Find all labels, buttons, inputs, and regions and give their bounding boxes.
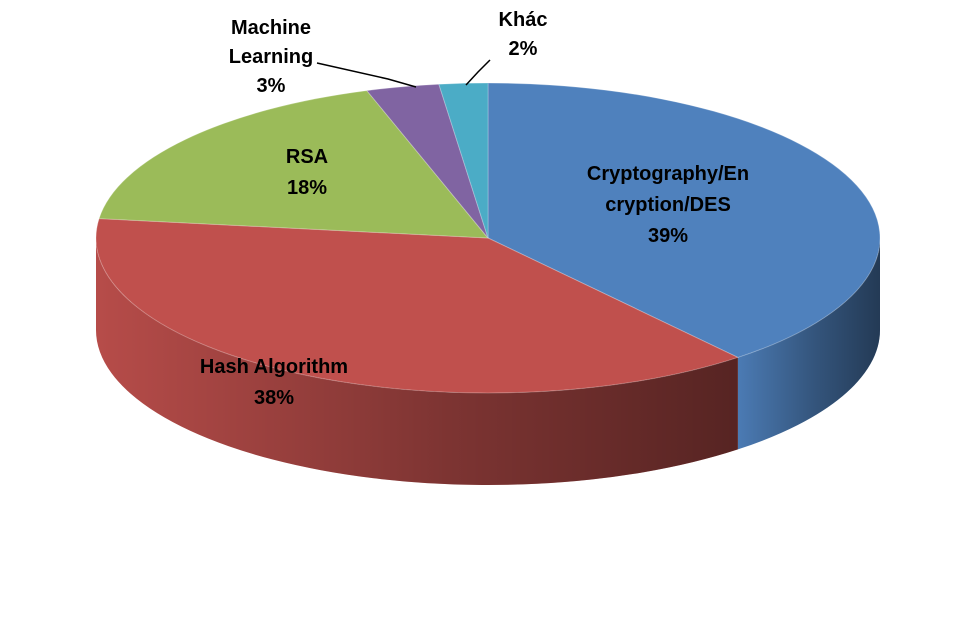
pie-tops [95,82,881,394]
leader-lines [316,59,491,88]
pie-slice-hash-algorithm [95,218,740,394]
data-label-hash-algorithm: Hash Algorithm 38% [200,356,348,409]
data-label-machine-learning: Machine Learning 3% [229,17,313,97]
pie-slice-kh-c [438,82,489,239]
data-label-kh-c: Khác 2% [499,9,548,60]
pie-slice-machine-learning [365,83,489,239]
pie-side-shade [96,238,738,485]
pie-slice-cryptography-en-cryption-des [487,82,881,358]
pie-slice-rsa [98,90,490,239]
data-labels: Cryptography/En cryption/DES 39% Hash Algor… [200,9,749,409]
leader-line-machine-learning [316,62,417,88]
leader-line-kh-c [465,59,491,86]
data-label-cryptography-en-cryption-des: Cryptography/En cryption/DES 39% [587,163,749,247]
pie-side-shade [737,238,880,450]
data-label-rsa: RSA 18% [286,146,328,199]
pie-sides [96,238,880,485]
